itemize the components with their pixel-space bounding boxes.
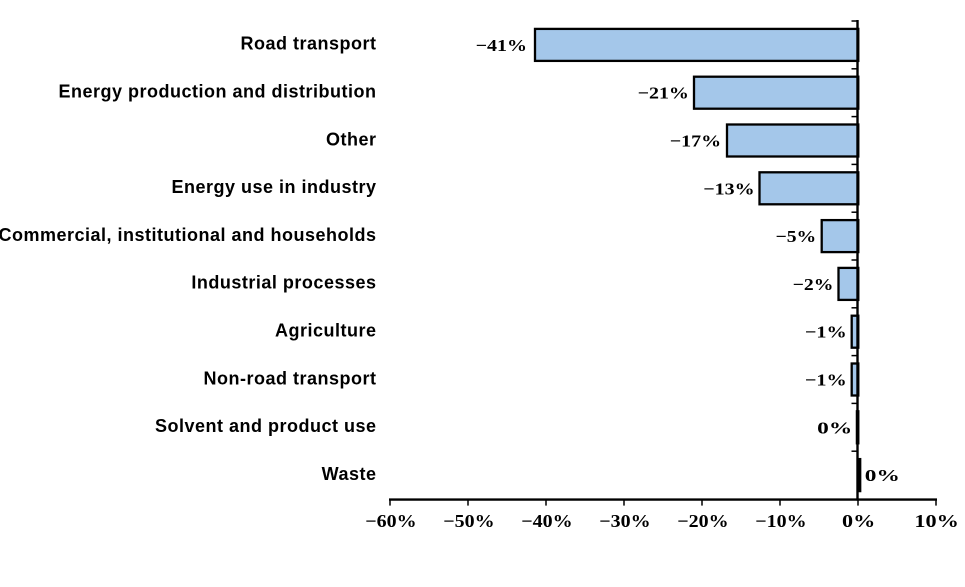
svg-text:−41%: −41% — [476, 36, 527, 55]
svg-text:−1%: −1% — [805, 323, 847, 342]
svg-text:−2%: −2% — [793, 275, 834, 294]
svg-text:Energy production and distribu: Energy production and distribution — [59, 82, 377, 102]
svg-text:0%: 0% — [865, 466, 900, 485]
svg-text:0%: 0% — [817, 418, 852, 437]
svg-text:Non-road transport: Non-road transport — [204, 368, 377, 388]
svg-text:−50%: −50% — [443, 511, 494, 531]
svg-text:−13%: −13% — [703, 179, 754, 198]
svg-text:Road transport: Road transport — [240, 34, 376, 54]
svg-text:Energy use in industry: Energy use in industry — [171, 177, 376, 197]
svg-text:Agriculture: Agriculture — [275, 321, 377, 341]
svg-text:−1%: −1% — [805, 371, 847, 390]
svg-text:Solvent and product use: Solvent and product use — [155, 416, 377, 436]
svg-text:Commercial, institutional and: Commercial, institutional and households — [0, 225, 377, 245]
svg-text:Industrial processes: Industrial processes — [191, 273, 376, 293]
svg-text:−21%: −21% — [638, 84, 689, 103]
svg-text:Waste: Waste — [322, 464, 377, 484]
svg-text:−5%: −5% — [776, 227, 817, 246]
svg-text:−20%: −20% — [677, 511, 728, 531]
svg-text:−10%: −10% — [755, 511, 806, 531]
svg-text:−40%: −40% — [521, 511, 572, 531]
svg-text:10%: 10% — [914, 511, 958, 531]
svg-text:−17%: −17% — [670, 132, 721, 151]
svg-text:−60%: −60% — [365, 511, 416, 531]
svg-text:Other: Other — [326, 129, 377, 149]
svg-text:0%: 0% — [842, 511, 875, 531]
svg-text:−30%: −30% — [599, 511, 650, 531]
